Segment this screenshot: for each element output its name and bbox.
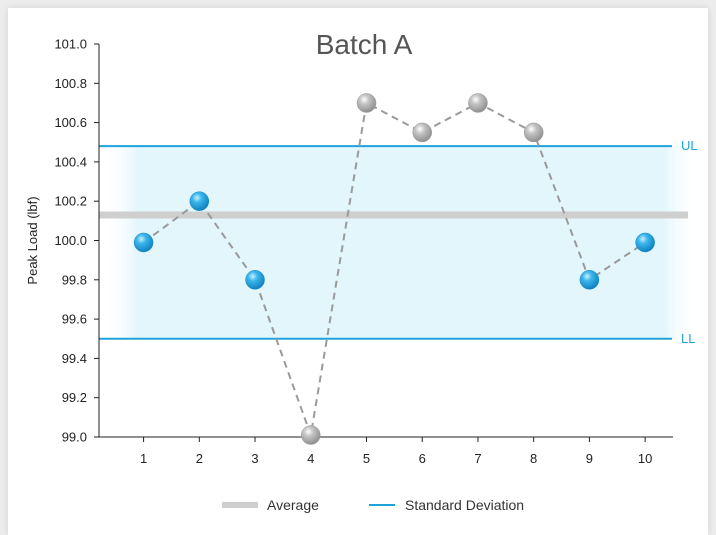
data-point (245, 270, 265, 290)
y-tick-label: 100.2 (54, 194, 87, 209)
x-tick-label: 7 (474, 451, 481, 466)
data-point (468, 93, 488, 113)
data-point (523, 122, 544, 143)
y-tick-label: 100.4 (54, 154, 87, 169)
legend-average-label: Average (267, 497, 319, 513)
x-tick-label: 4 (307, 451, 314, 466)
x-tick-label: 8 (530, 451, 537, 466)
chart-title: Batch A (316, 29, 413, 60)
y-tick-label: 99.8 (62, 272, 87, 287)
data-points (133, 93, 655, 445)
data-point (635, 232, 655, 253)
lower-limit-label: LL (681, 331, 695, 346)
data-point (579, 270, 600, 290)
control-chart: UL LL 101.0 100.8 100.6 100.4 100.2 100.0 99.8… (25, 29, 699, 513)
data-point (189, 191, 210, 211)
x-tick-label: 5 (363, 451, 370, 466)
chart-card: UL LL 101.0 100.8 100.6 100.4 100.2 100.0 99.8… (8, 8, 708, 535)
x-tick-label: 3 (251, 451, 258, 466)
y-tick-label: 101.0 (54, 37, 87, 52)
x-tick-label: 10 (638, 451, 652, 466)
control-band (103, 146, 699, 339)
data-point (356, 93, 377, 113)
y-tick-label: 99.6 (62, 312, 87, 327)
y-tick-label: 100.6 (54, 115, 87, 130)
data-point (133, 232, 154, 253)
y-tick-label: 99.2 (62, 390, 87, 405)
y-tick-label: 100.8 (54, 76, 87, 91)
data-point (301, 425, 321, 445)
y-tick-label: 99.4 (62, 351, 87, 366)
x-tick-label: 9 (586, 451, 593, 466)
legend-std-dev-label: Standard Deviation (405, 497, 524, 513)
x-tick-label: 6 (419, 451, 426, 466)
y-axis-ticks: 101.0 100.8 100.6 100.4 100.2 100.0 99.8 99.6 99… (54, 37, 99, 445)
y-axis-title: Peak Load (lbf) (25, 196, 40, 284)
series-line (142, 101, 646, 439)
data-point (412, 122, 432, 143)
x-axis-ticks: 1 2 3 4 5 6 7 8 9 10 (140, 437, 652, 466)
upper-limit-label: UL (681, 138, 698, 153)
y-tick-label: 99.0 (62, 430, 87, 445)
legend: Average Standard Deviation (222, 497, 524, 513)
y-tick-label: 100.0 (54, 233, 87, 248)
x-tick-label: 2 (196, 451, 203, 466)
x-tick-label: 1 (140, 451, 147, 466)
